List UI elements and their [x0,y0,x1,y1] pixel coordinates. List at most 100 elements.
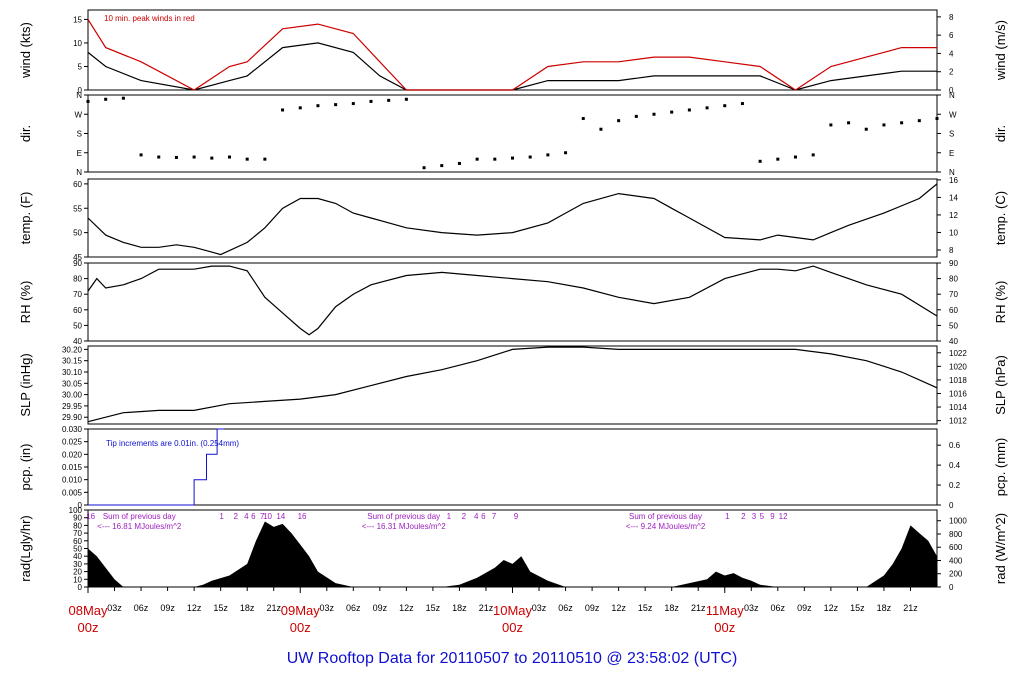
dir-point [121,96,125,100]
rad-ytick-label: 50 [73,545,82,554]
slp-ytick-label: 30.10 [62,368,83,377]
rad-hour-label: 16 [298,512,307,521]
rad-hour-label: 2 [462,512,467,521]
x-tick-label: 15z [213,603,228,613]
x-tick-label: 12z [824,603,839,613]
dir-point [758,159,762,163]
pcp-ytick2-label: 0.2 [949,481,961,490]
rad-hour-label: 6 [481,512,486,521]
dir-ytick-label: N [76,168,82,177]
rad-ytick-label: 90 [73,514,82,523]
temp-ytick-label: 45 [73,253,82,262]
x-tick-label: 18z [240,603,255,613]
x-day-sub-label: 00z [290,620,311,635]
x-day-label: 09May [281,603,321,618]
dir-ytick-label: S [77,130,82,139]
rad-ylabel2: rad (W/m^2) [993,513,1008,584]
slp-panel-frame [87,345,938,425]
wind-series-line-1 [87,19,937,91]
rad-hour-label: 9 [514,512,519,521]
x-tick-label: 15z [638,603,653,613]
slp-ytick2-label: 1018 [949,376,967,385]
pcp-ytick2-label: 0.4 [949,461,961,470]
rh-ytick2-label: 70 [949,290,958,299]
rad-ytick2-label: 1000 [949,517,967,526]
x-tick-label: 12z [399,603,414,613]
dir-point [564,151,568,155]
wind-ylabel2: wind (m/s) [993,20,1008,81]
dir-point [228,155,231,159]
dir-point [369,99,373,103]
slp-ytick2-label: 1016 [949,389,967,398]
rad-hour-label: 7 [260,512,265,521]
rad-ylabel: rad(Lgly/hr) [18,515,33,581]
rad-hour-label: 2 [741,512,746,521]
dir-point [634,114,638,118]
wind-ytick-label: 15 [73,15,82,24]
pcp-ytick-label: 0.005 [62,488,83,497]
rh-ytick-label: 90 [73,259,82,268]
temp-ytick2-label: 16 [949,176,958,185]
temp-ytick2-label: 12 [949,211,958,220]
rh-ytick2-label: 40 [949,337,958,346]
dir-point [528,155,532,159]
rad-hour-label: 4 [474,512,479,521]
wind-ytick2-label: 8 [949,13,954,22]
pcp-ytick-label: 0.025 [62,438,83,447]
rh-ytick-label: 80 [73,275,82,284]
rad-hour-label: 2 [233,512,238,521]
rad-ytick-label: 40 [73,552,82,561]
dir-point [334,103,338,107]
rad-sum-label: Sum of previous day [367,512,440,521]
dir-point [475,157,479,161]
slp-ytick-label: 30.05 [62,379,83,388]
rad-ytick2-label: 400 [949,556,963,565]
dir-point [581,117,585,121]
x-tick-label: 09z [585,603,600,613]
x-day-label: 11May [706,603,745,618]
dir-point [104,97,108,101]
pcp-ytick-label: 0.010 [62,476,83,485]
rad-hour-label: 5 [760,512,765,521]
rad-hour-label: 12 [779,512,788,521]
rad-hour-label: 9 [770,512,775,521]
dir-point [316,104,320,108]
rad-sum-value: <--- 9.24 MJoules/m^2 [626,522,706,531]
dir-point [440,164,444,168]
dir-ytick2-label: S [949,130,954,139]
x-tick-label: 03z [320,603,335,613]
rad-hour-label: 1 [219,512,224,521]
x-day-sub-label: 00z [78,620,99,635]
slp-ytick-label: 29.95 [62,402,83,411]
dir-point [263,157,267,161]
x-tick-label: 15z [850,603,865,613]
rad-hour-label: 10 [263,512,272,521]
rad-ytick-label: 20 [73,568,82,577]
slp-ytick2-label: 1012 [949,417,967,426]
x-tick-label: 12z [611,603,626,613]
dir-point [900,121,904,125]
temp-ylabel2: temp. (C) [993,191,1008,245]
wind-ylabel: wind (kts) [18,22,33,79]
dir-point [404,97,408,101]
slp-ytick-label: 29.90 [62,413,83,422]
x-tick-label: 03z [107,603,122,613]
rad-ytick-label: 70 [73,529,82,538]
rad-hour-label: 1 [447,512,452,521]
rad-hour-label: 7 [492,512,497,521]
pcp-series-line-0 [88,428,225,506]
rad-sum-label: Sum of previous day [103,512,176,521]
rad-sum-label: Sum of previous day [629,512,702,521]
dir-ytick-label: N [76,91,82,100]
dir-point [617,119,621,123]
dir-point [687,108,691,112]
pcp-ytick2-label: 0.6 [949,441,961,450]
rad-ytick-label: 0 [78,583,83,592]
rad-ytick-label: 80 [73,521,82,530]
dir-point [882,123,886,127]
rh-series-line-0 [87,265,938,336]
pcp-ytick2-label: 0 [949,501,954,510]
dir-point [157,155,161,159]
slp-ytick-label: 30.15 [62,357,83,366]
rh-ytick-label: 40 [73,337,82,346]
